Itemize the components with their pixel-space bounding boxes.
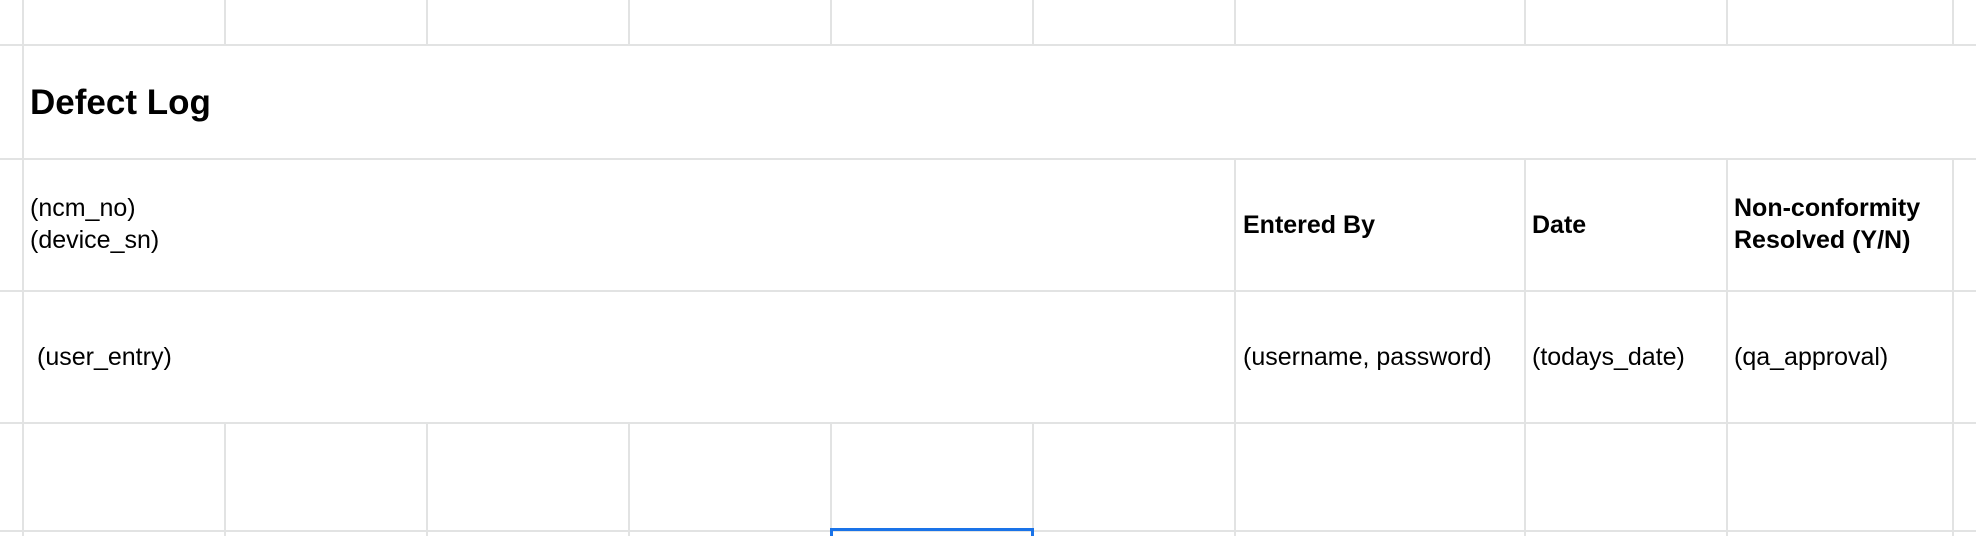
entered-by-header[interactable]: Entered By	[1243, 211, 1375, 239]
qa-approval-cell[interactable]: (qa_approval)	[1734, 343, 1889, 371]
column-border	[1726, 158, 1728, 423]
id-fields-cell[interactable]: (ncm_no) (device_sn)	[30, 194, 160, 254]
column-border	[426, 422, 428, 536]
column-border	[1032, 422, 1034, 536]
row-border	[0, 44, 1976, 46]
column-border	[1234, 0, 1236, 45]
column-border	[224, 0, 226, 45]
row-border	[0, 530, 1976, 532]
column-border	[1726, 422, 1728, 536]
user-entry-cell[interactable]: (user_entry)	[37, 343, 172, 371]
column-border	[1524, 0, 1526, 45]
column-border	[1524, 422, 1526, 536]
column-border	[1952, 422, 1954, 536]
column-border	[628, 422, 630, 536]
column-border	[22, 44, 24, 159]
column-border	[22, 0, 24, 45]
column-border	[224, 422, 226, 536]
date-header[interactable]: Date	[1532, 211, 1587, 239]
row-border	[0, 290, 1976, 292]
date-cell[interactable]: (todays_date)	[1532, 343, 1685, 371]
column-border	[1234, 158, 1236, 423]
column-border	[1952, 0, 1954, 45]
column-border	[22, 158, 24, 423]
column-border	[830, 422, 832, 536]
row-border	[0, 422, 1976, 424]
column-border	[1524, 158, 1526, 423]
sheet-title[interactable]: Defect Log	[30, 83, 211, 122]
column-border	[426, 0, 428, 45]
entered-by-cell[interactable]: (username, password)	[1243, 343, 1492, 371]
active-cell-selection[interactable]	[830, 528, 1034, 536]
column-border	[1952, 158, 1954, 423]
column-border	[1726, 0, 1728, 45]
column-border	[22, 422, 24, 536]
column-border	[628, 0, 630, 45]
column-border	[1234, 422, 1236, 536]
resolved-header[interactable]: Non-conformity Resolved (Y/N)	[1734, 194, 1921, 254]
column-border	[1032, 0, 1034, 45]
row-border	[0, 158, 1976, 160]
column-border	[830, 0, 832, 45]
